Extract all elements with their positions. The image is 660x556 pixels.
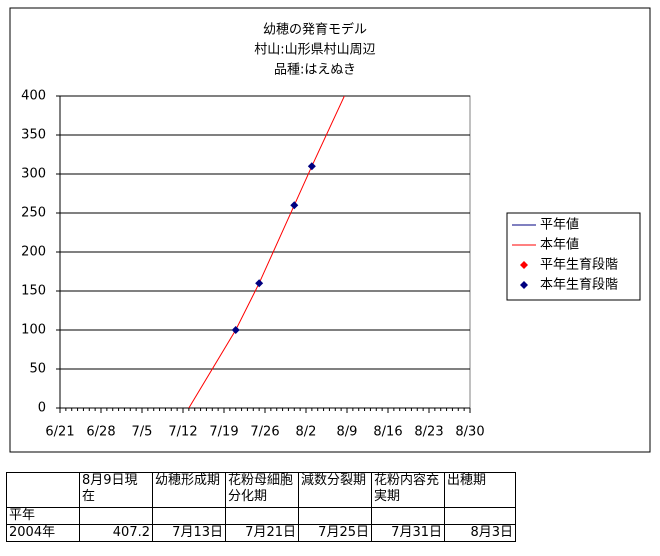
legend-label: 平年生育段階 bbox=[540, 257, 618, 273]
legend-label: 本年生育段階 bbox=[540, 277, 618, 293]
y-tick-label: 100 bbox=[21, 323, 46, 338]
table-header-cell: 8月9日現在 bbox=[79, 472, 153, 508]
table-cell: 407.2 bbox=[79, 524, 153, 542]
table-cell bbox=[444, 507, 516, 525]
table-cell bbox=[152, 507, 226, 525]
marker bbox=[255, 279, 264, 288]
x-tick-label: 7/12 bbox=[168, 425, 197, 440]
y-tick-label: 350 bbox=[21, 128, 46, 143]
x-tick-label: 8/16 bbox=[373, 425, 402, 440]
legend-label: 平年値 bbox=[540, 217, 579, 233]
x-tick-label: 6/21 bbox=[45, 425, 74, 440]
marker bbox=[307, 162, 316, 171]
y-tick-label: 50 bbox=[29, 362, 46, 377]
table-cell bbox=[225, 507, 299, 525]
table-cell: 7月25日 bbox=[298, 524, 372, 542]
legend-label: 本年値 bbox=[540, 237, 579, 253]
table-row: 平年 bbox=[6, 507, 516, 525]
table-cell bbox=[6, 472, 80, 508]
chart-subtitle: 品種:はえぬき bbox=[274, 62, 356, 78]
y-tick-label: 200 bbox=[21, 245, 46, 260]
legend-marker bbox=[520, 281, 528, 289]
table-header-cell: 花粉内容充実期 bbox=[371, 472, 445, 508]
x-tick-label: 7/19 bbox=[209, 425, 238, 440]
table-header-cell: 出穂期 bbox=[444, 472, 516, 508]
chart-subtitle: 村山:山形県村山周辺 bbox=[254, 43, 375, 58]
table-header-cell: 幼穂形成期 bbox=[152, 472, 226, 508]
chart-title: 幼穂の発育モデル bbox=[263, 22, 367, 38]
row-label: 平年 bbox=[6, 507, 80, 525]
plot-clip bbox=[188, 96, 345, 408]
marker bbox=[290, 201, 299, 210]
table-row: 2004年 407.2 7月13日 7月21日 7月25日 7月31日 8月3日 bbox=[6, 524, 516, 542]
marker bbox=[231, 326, 240, 334]
table-cell bbox=[298, 507, 372, 525]
row-label: 2004年 bbox=[6, 524, 80, 542]
table-cell: 7月13日 bbox=[152, 524, 226, 542]
legend-box bbox=[506, 212, 641, 301]
y-tick-label: 400 bbox=[21, 89, 46, 104]
y-tick-label: 250 bbox=[21, 206, 46, 221]
table-cell: 7月31日 bbox=[371, 524, 445, 542]
x-tick-label: 7/5 bbox=[132, 425, 153, 440]
y-tick-label: 300 bbox=[21, 167, 46, 182]
y-tick-label: 0 bbox=[38, 401, 46, 416]
x-tick-label: 8/30 bbox=[455, 425, 484, 440]
legend-marker bbox=[520, 261, 528, 269]
table-cell: 7月21日 bbox=[225, 524, 299, 542]
table-cell bbox=[79, 507, 153, 525]
line bbox=[188, 96, 345, 408]
x-tick-label: 8/23 bbox=[414, 425, 443, 440]
x-tick-label: 6/28 bbox=[86, 425, 115, 440]
chart: 幼穂の発育モデル 村山:山形県村山周辺 品種:はえぬき 0 50 100 150 200… bbox=[9, 7, 651, 453]
x-tick-label: 8/9 bbox=[337, 425, 358, 440]
x-tick-label: 7/26 bbox=[250, 425, 279, 440]
y-tick-label: 150 bbox=[21, 284, 46, 299]
x-tick-label: 8/2 bbox=[296, 425, 317, 440]
data-table: 8月9日現在 幼穂形成期 花粉母細胞分化期 減数分裂期 花粉内容充実期 出穂期 平年 200… bbox=[6, 472, 516, 542]
table-cell bbox=[371, 507, 445, 525]
table-cell: 8月3日 bbox=[444, 524, 516, 542]
table-header-cell: 花粉母細胞分化期 bbox=[225, 472, 299, 508]
table-header-cell: 減数分裂期 bbox=[298, 472, 372, 508]
table-header: 8月9日現在 幼穂形成期 花粉母細胞分化期 減数分裂期 花粉内容充実期 出穂期 bbox=[6, 472, 516, 508]
